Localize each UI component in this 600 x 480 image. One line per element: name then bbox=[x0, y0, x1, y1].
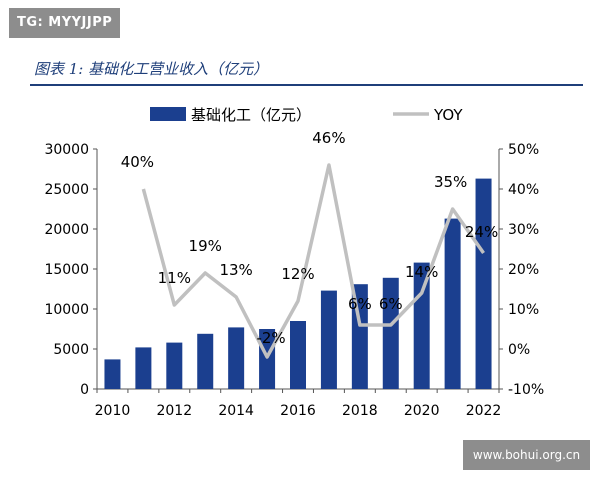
y-right-tick-label: 20% bbox=[508, 262, 539, 278]
bar-2019 bbox=[382, 277, 399, 389]
yoy-line bbox=[141, 163, 485, 359]
bar-2011 bbox=[135, 347, 152, 389]
x-tick-label: 2016 bbox=[280, 403, 316, 419]
y-right-tick-label: 40% bbox=[508, 182, 539, 198]
y-right-tick-label: 50% bbox=[508, 142, 539, 158]
bar-2015 bbox=[259, 329, 276, 389]
y-right-tick-label: -10% bbox=[508, 382, 544, 398]
x-tick-label: 2014 bbox=[218, 403, 254, 419]
x-tick-label: 2020 bbox=[404, 403, 440, 419]
bar-2022 bbox=[475, 178, 492, 389]
watermark-badge-top: TG: MYYJJPP bbox=[9, 8, 120, 38]
y-left-tick-label: 10000 bbox=[44, 302, 89, 318]
figure-title: 图表 1: 基础化工营业收入（亿元） bbox=[34, 60, 269, 78]
y-left-tick-label: 30000 bbox=[44, 142, 89, 158]
x-tick-label: 2010 bbox=[95, 403, 131, 419]
y-left-tick-label: 0 bbox=[80, 382, 89, 398]
x-tick-label: 2012 bbox=[156, 403, 192, 419]
bar-2012 bbox=[166, 342, 183, 389]
y-left-tick-label: 15000 bbox=[44, 262, 89, 278]
bar-2014 bbox=[228, 327, 245, 389]
yoy-data-label: 14% bbox=[405, 263, 438, 281]
yoy-data-label: 24% bbox=[465, 223, 498, 241]
yoy-data-label: 46% bbox=[312, 129, 345, 147]
title-divider bbox=[30, 84, 583, 86]
x-tick-label: 2022 bbox=[466, 403, 502, 419]
bar-2017 bbox=[320, 290, 337, 389]
yoy-data-label: 6% bbox=[348, 295, 372, 313]
y-right-tick-label: 0% bbox=[508, 342, 530, 358]
bar-2010 bbox=[104, 359, 121, 389]
y-right-tick-label: 30% bbox=[508, 222, 539, 238]
watermark-site: www.bohui.org.cn bbox=[463, 440, 590, 470]
yoy-data-label: 6% bbox=[379, 295, 403, 313]
bar-2020 bbox=[413, 262, 430, 389]
yoy-data-label: 40% bbox=[121, 153, 154, 171]
legend-line-label: YOY bbox=[433, 106, 463, 124]
y-left-tick-label: 5000 bbox=[53, 342, 89, 358]
legend-bar-label: 基础化工（亿元） bbox=[191, 106, 311, 124]
bar-2013 bbox=[197, 333, 214, 389]
yoy-data-label: 12% bbox=[281, 265, 314, 283]
y-left-tick-label: 25000 bbox=[44, 182, 89, 198]
yoy-data-label: 35% bbox=[434, 173, 467, 191]
bar-2021 bbox=[444, 218, 461, 389]
yoy-data-label: 19% bbox=[189, 237, 222, 255]
x-tick-label: 2018 bbox=[342, 403, 378, 419]
yoy-data-label: -2% bbox=[256, 329, 285, 347]
yoy-data-label: 11% bbox=[158, 269, 191, 287]
y-right-tick-label: 10% bbox=[508, 302, 539, 318]
yoy-data-label: 13% bbox=[219, 261, 252, 279]
y-left-tick-label: 20000 bbox=[44, 222, 89, 238]
legend-bar-swatch bbox=[150, 107, 186, 121]
bar-2016 bbox=[290, 321, 306, 389]
